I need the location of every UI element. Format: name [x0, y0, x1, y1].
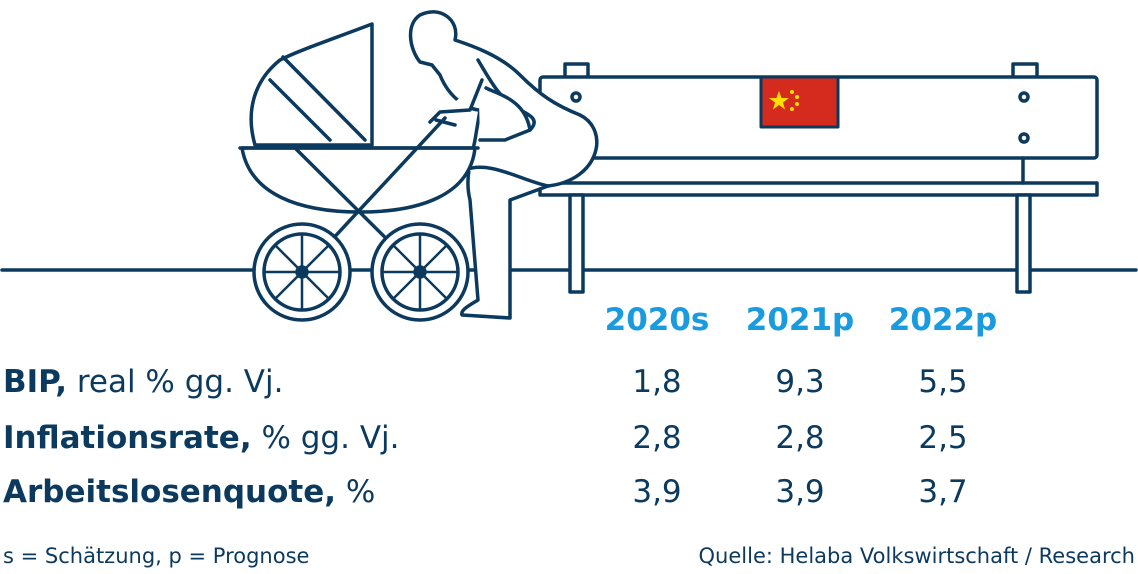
woman — [408, 10, 599, 320]
pram — [238, 22, 480, 322]
illustration — [0, 10, 1138, 322]
wheel — [370, 222, 470, 322]
row-label: Inflationsrate, % gg. Vj. — [3, 420, 400, 456]
cell-value: 5,5 — [918, 364, 968, 400]
cell-value: 2,8 — [632, 420, 682, 456]
row-label-text: % gg. Vj. — [251, 420, 400, 456]
column-header: 2022p — [888, 302, 998, 338]
footnote: s = Schätzung, p = Prognose — [3, 544, 310, 568]
row-label: Arbeitslosenquote, % — [3, 474, 375, 510]
row-label-bold: BIP, — [3, 364, 67, 400]
row-label-bold: Arbeitslosenquote, — [3, 474, 337, 510]
cell-value: 1,8 — [632, 364, 682, 400]
column-header: 2021p — [745, 302, 855, 338]
wheel — [252, 222, 352, 322]
cell-value: 2,5 — [918, 420, 968, 456]
flag — [759, 75, 840, 129]
cell-value: 9,3 — [775, 364, 825, 400]
row-label: BIP, real % gg. Vj. — [3, 364, 283, 400]
source: Quelle: Helaba Volkswirtschaft / Researc… — [698, 544, 1135, 568]
cell-value: 2,8 — [775, 420, 825, 456]
column-header: 2020s — [604, 302, 710, 338]
cell-value: 3,7 — [918, 474, 968, 510]
row-label-text: real % gg. Vj. — [66, 364, 284, 400]
row-label-bold: Inflationsrate, — [3, 420, 252, 456]
row-label-text: % — [336, 474, 376, 510]
cell-value: 3,9 — [775, 474, 825, 510]
cell-value: 3,9 — [632, 474, 682, 510]
